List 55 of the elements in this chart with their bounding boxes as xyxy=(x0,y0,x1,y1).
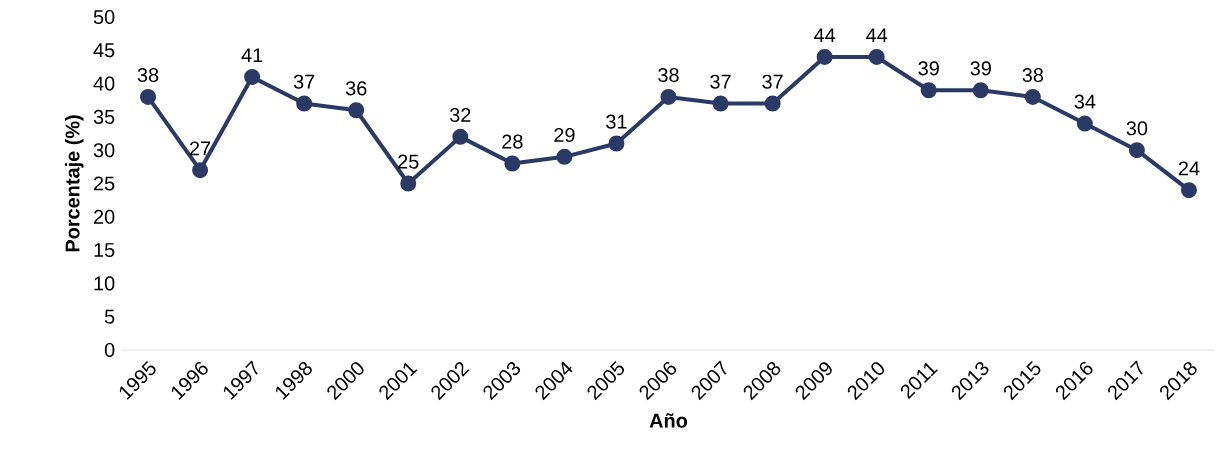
data-label: 27 xyxy=(190,141,211,156)
point xyxy=(140,88,157,105)
point xyxy=(556,148,573,165)
y-axis-title: Porcentaje (%) xyxy=(64,115,84,252)
point xyxy=(816,48,833,65)
data-label: 37 xyxy=(710,74,731,89)
data-label: 38 xyxy=(1022,67,1044,83)
point xyxy=(296,95,313,112)
data-label: 44 xyxy=(866,28,888,43)
data-label: 36 xyxy=(345,81,367,96)
data-label: 25 xyxy=(398,154,419,169)
y-tick-label: 35 xyxy=(93,109,115,124)
data-label: 28 xyxy=(502,134,523,149)
data-label: 38 xyxy=(137,67,159,83)
x-axis-title: Año xyxy=(649,413,688,428)
y-tick-label: 40 xyxy=(93,76,115,91)
point xyxy=(348,102,365,119)
point xyxy=(504,155,521,172)
y-tick-label: 20 xyxy=(94,209,115,224)
data-label: 34 xyxy=(1074,94,1096,109)
point xyxy=(1024,88,1041,105)
data-label: 31 xyxy=(606,114,627,129)
y-tick-label: 0 xyxy=(104,342,115,358)
data-label: 30 xyxy=(1126,121,1148,136)
point xyxy=(1180,182,1197,199)
point xyxy=(868,48,885,65)
point xyxy=(452,128,469,145)
y-tick-label: 25 xyxy=(94,176,115,191)
y-tick-label: 5 xyxy=(104,309,115,324)
y-tick-label: 45 xyxy=(93,43,115,58)
point xyxy=(764,95,781,112)
y-tick-label: 50 xyxy=(93,9,115,25)
data-label: 29 xyxy=(554,127,575,142)
point xyxy=(712,95,729,112)
data-label: 39 xyxy=(918,61,939,76)
data-label: 37 xyxy=(762,74,783,89)
y-tick-label: 30 xyxy=(93,143,115,158)
data-label: 37 xyxy=(293,74,315,89)
point xyxy=(244,68,261,85)
point xyxy=(1076,115,1093,132)
point xyxy=(192,162,209,179)
point xyxy=(400,175,417,192)
point xyxy=(920,82,937,99)
data-label: 41 xyxy=(241,48,263,63)
y-tick-label: 15 xyxy=(94,243,115,258)
data-label: 39 xyxy=(970,61,991,76)
point xyxy=(660,88,677,105)
point xyxy=(608,135,625,152)
point xyxy=(972,82,989,99)
data-label: 32 xyxy=(450,107,471,123)
data-label: 38 xyxy=(658,67,679,83)
data-label: 24 xyxy=(1178,161,1200,176)
point xyxy=(1128,142,1145,159)
data-label: 44 xyxy=(814,28,836,43)
y-tick-label: 10 xyxy=(94,276,115,291)
